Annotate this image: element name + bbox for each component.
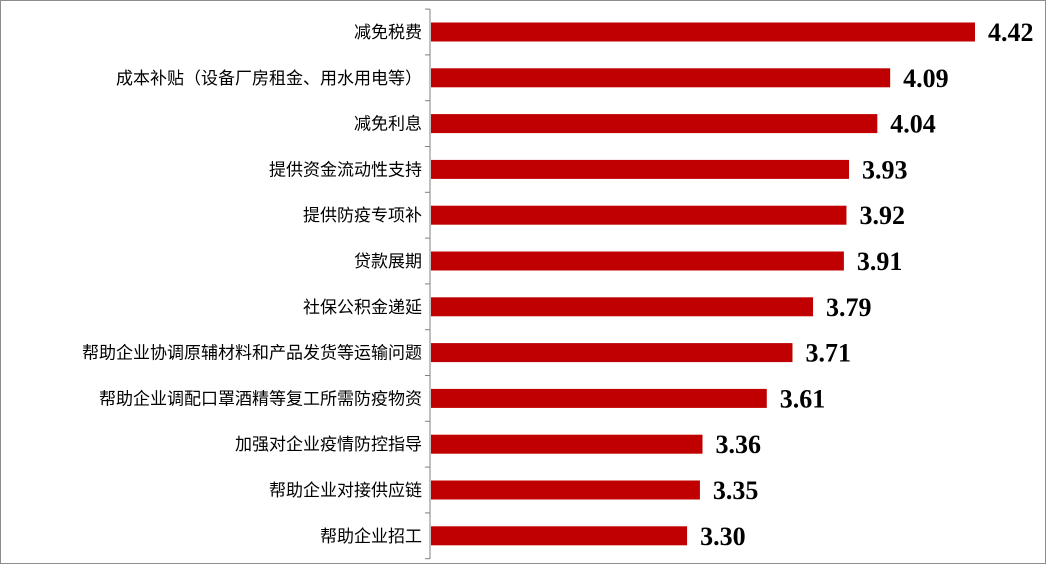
data-label: 3.71 — [805, 339, 851, 368]
bar — [431, 22, 975, 42]
bar — [431, 297, 814, 317]
data-label: 3.61 — [780, 384, 826, 413]
bar — [431, 68, 891, 88]
bar — [431, 526, 688, 546]
bar — [431, 480, 700, 500]
category-label: 帮助企业对接供应链 — [269, 481, 422, 501]
data-label: 3.36 — [716, 430, 762, 459]
category-label: 成本补贴（设备厂房租金、用水用电等） — [116, 69, 422, 89]
category-label: 帮助企业招工 — [320, 527, 422, 547]
category-label: 社保公积金递延 — [303, 298, 422, 318]
category-label: 帮助企业协调原辅材料和产品发货等运输问题 — [82, 344, 422, 364]
category-label: 贷款展期 — [354, 252, 422, 272]
bar — [431, 159, 850, 179]
category-label: 减免税费 — [354, 23, 422, 43]
category-label: 提供防疫专项补 — [303, 206, 422, 226]
category-label: 减免利息 — [354, 115, 422, 135]
bar — [431, 343, 793, 363]
bar — [431, 251, 844, 271]
data-label: 3.93 — [862, 155, 908, 184]
data-label: 3.30 — [700, 522, 746, 551]
data-label: 3.92 — [859, 201, 905, 230]
data-label: 4.09 — [903, 64, 949, 93]
bar — [431, 388, 767, 408]
data-label: 4.42 — [988, 18, 1034, 47]
data-label: 3.79 — [826, 293, 872, 322]
data-label: 3.35 — [713, 476, 759, 505]
data-label: 3.91 — [857, 247, 903, 276]
bar — [431, 434, 703, 454]
data-label: 4.04 — [890, 110, 936, 139]
category-label: 提供资金流动性支持 — [269, 160, 422, 180]
bar — [431, 205, 847, 225]
category-label: 加强对企业疫情防控指导 — [235, 435, 422, 455]
bar — [431, 114, 878, 134]
category-label: 帮助企业调配口罩酒精等复工所需防疫物资 — [99, 389, 422, 409]
